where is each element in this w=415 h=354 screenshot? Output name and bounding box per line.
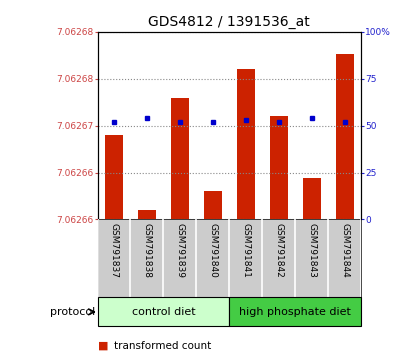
Bar <box>138 210 156 219</box>
Text: GSM791837: GSM791837 <box>110 223 119 278</box>
Text: control diet: control diet <box>132 307 195 317</box>
Bar <box>204 191 222 219</box>
Text: GSM791840: GSM791840 <box>208 223 217 278</box>
Bar <box>335 55 354 219</box>
Text: GSM791839: GSM791839 <box>176 223 184 278</box>
Text: high phosphate diet: high phosphate diet <box>239 307 351 317</box>
Text: GSM791838: GSM791838 <box>142 223 151 278</box>
Bar <box>270 116 288 219</box>
Text: GSM791843: GSM791843 <box>307 223 316 278</box>
Bar <box>171 97 189 219</box>
Text: transformed count: transformed count <box>114 341 211 351</box>
FancyBboxPatch shape <box>98 297 229 326</box>
Bar <box>237 69 255 219</box>
Text: GSM791842: GSM791842 <box>274 223 283 278</box>
Text: GSM791844: GSM791844 <box>340 223 349 278</box>
FancyBboxPatch shape <box>229 297 361 326</box>
Text: ■: ■ <box>98 341 108 351</box>
Text: protocol: protocol <box>50 307 95 317</box>
Title: GDS4812 / 1391536_at: GDS4812 / 1391536_at <box>149 16 310 29</box>
Bar <box>105 135 123 219</box>
Text: GSM791841: GSM791841 <box>241 223 250 278</box>
Bar <box>303 178 321 219</box>
